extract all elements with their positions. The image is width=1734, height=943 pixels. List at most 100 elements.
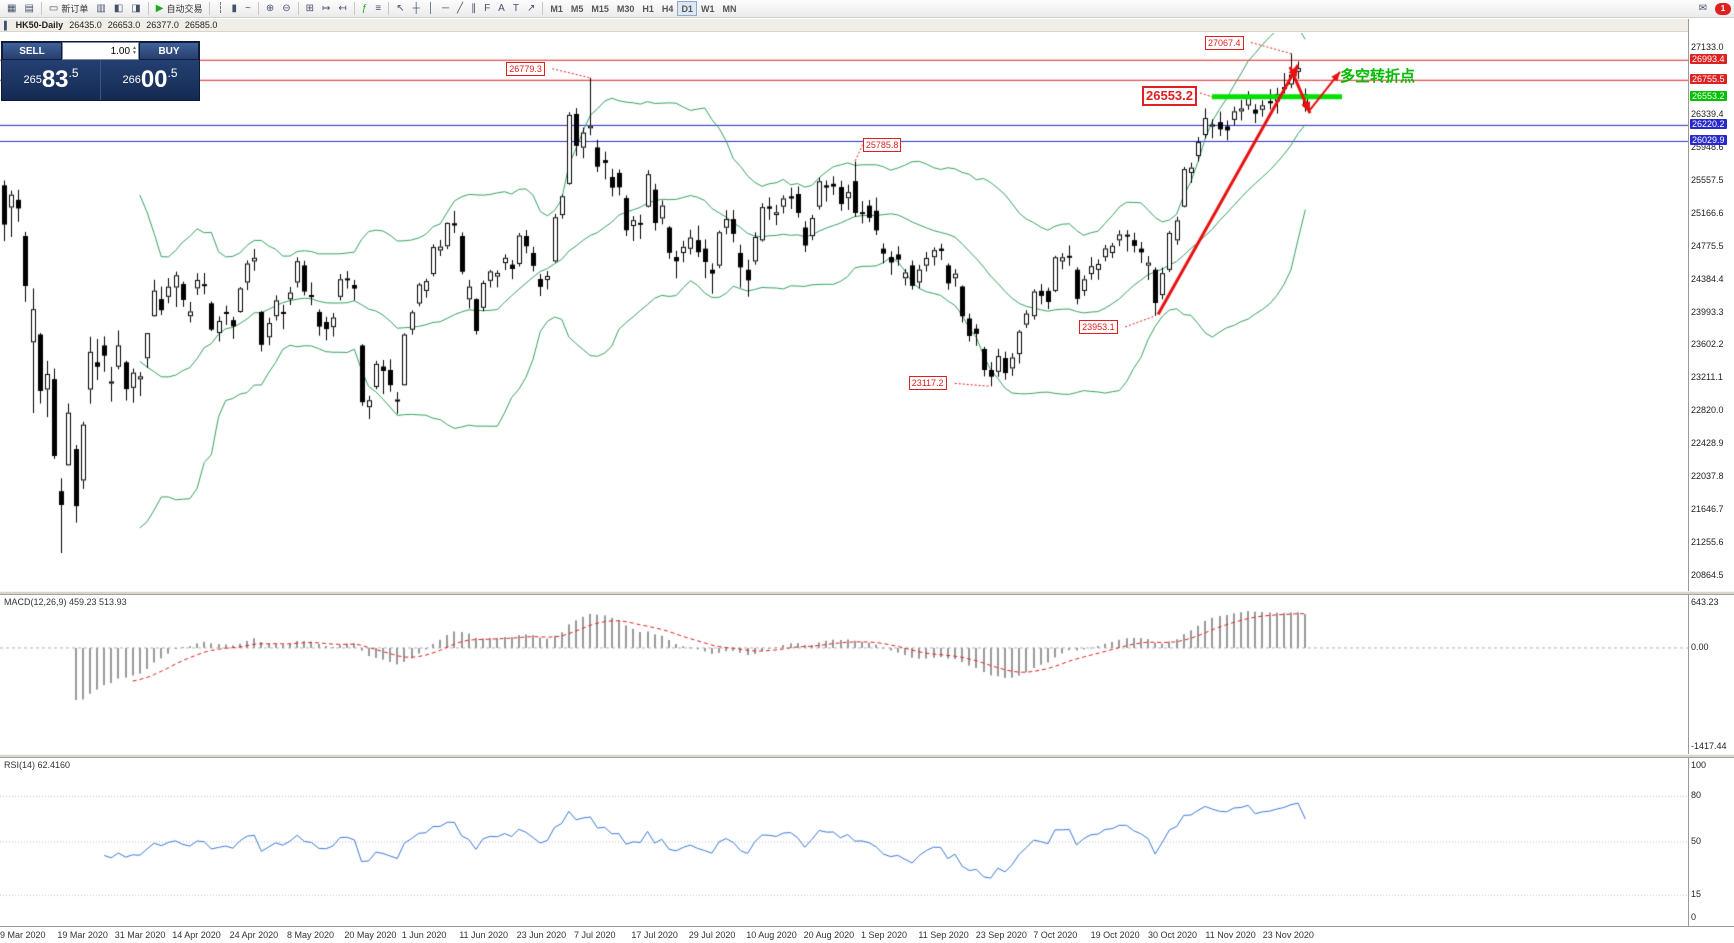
notifications-badge[interactable]: 1 [1715,2,1731,15]
text-label-button[interactable]: T [509,1,523,16]
timeframe-mn[interactable]: MN [718,1,740,16]
channel-button[interactable]: ∥ [467,1,480,16]
price-line-label: 26755.5 [1690,73,1727,84]
sell-price[interactable]: 265 83 .5 [2,60,100,100]
terminal-button-icon: ◨ [131,3,141,14]
tile-windows-button-icon: ⊞ [305,3,315,14]
alerts-button-icon: ✉ [1698,3,1707,14]
auto-trading-button[interactable]: ▶ 自动交易 [152,1,207,16]
macd-panel[interactable]: MACD(12,26,9) 459.23 513.93 [0,595,1688,754]
price-chart-canvas[interactable] [0,33,1688,591]
chart-icon: ▌ [4,20,10,30]
horizontal-line-button-icon: ─ [441,3,450,14]
timeframe-w1[interactable]: W1 [697,1,719,16]
price-line-label: 26029.9 [1690,134,1727,145]
timeframe-m15[interactable]: M15 [587,1,613,16]
lot-decrease-button[interactable]: ▼ [132,50,137,56]
timeframe-m30[interactable]: M30 [613,1,639,16]
macd-axis-value: 0.00 [1691,641,1709,652]
auto-scroll-button[interactable]: ↦ [318,1,334,16]
rsi-canvas[interactable] [0,758,1688,926]
zoom-in-button[interactable]: ⊕ [262,1,278,16]
indicators-button-icon: ƒ [361,3,368,14]
price-tick: 21255.6 [1691,537,1724,548]
auto-trading-button-icon: ▶ [155,3,164,14]
horizontal-line-button[interactable]: ─ [438,1,453,16]
timeframe-m30-label: M30 [616,3,635,14]
price-tick: 23211.1 [1691,372,1723,383]
time-axis-label: 11 Sep 2020 [918,930,969,940]
buy-price[interactable]: 266 00 .5 [100,60,199,100]
buy-price-big: 00 [140,66,168,93]
new-order-button[interactable]: ▭ 新订单 [45,1,92,16]
timeframe-h1[interactable]: H1 [638,1,658,16]
text-button-icon: A [498,3,505,14]
time-axis-label: 11 Nov 2020 [1205,930,1256,940]
candlestick-chart-button-icon: ▮ [231,3,237,14]
rsi-axis-value: 80 [1691,790,1702,801]
rsi-panel[interactable]: RSI(14) 62.4160 [0,758,1688,926]
arrow-tool-button[interactable]: ↗ [523,1,539,16]
text-button[interactable]: A [494,1,509,16]
cursor-button[interactable]: ↖ [392,1,408,16]
time-axis-label: 7 Oct 2020 [1033,930,1078,940]
price-tick: 22428.9 [1691,438,1724,449]
indicators-button[interactable]: ƒ [358,1,372,16]
chart-shift-button-icon: ↤ [338,3,347,14]
candlestick-chart-button[interactable]: ▮ [227,1,241,16]
zoom-out-button[interactable]: ⊖ [278,1,294,16]
crosshair-button[interactable]: ┼ [409,1,424,16]
fibonacci-button-icon: F [484,3,491,14]
new-chart-button[interactable]: ▦ [3,1,20,16]
fibonacci-button[interactable]: F [480,1,494,16]
macd-canvas[interactable] [0,595,1688,754]
zoom-out-button-icon: ⊖ [282,3,291,14]
time-axis-label: 8 May 2020 [287,930,335,940]
text-label-button-icon: T [512,3,519,14]
toolbar-separator [147,2,149,15]
terminal-button[interactable]: ◨ [127,1,144,16]
alerts-button[interactable]: ✉ [1695,1,1711,16]
buy-price-suffix: .5 [167,66,178,80]
timeframe-m1[interactable]: M1 [546,1,567,16]
time-axis-label: 11 Jun 2020 [459,930,509,940]
market-watch-button[interactable]: ▥ [92,1,109,16]
objects-list-button[interactable]: ≡ [371,1,385,16]
new-chart-button-icon: ▦ [7,3,17,14]
time-axis: 9 Mar 2020 19 Mar 2020 31 Mar 2020 14 Apr 2… [0,926,1734,943]
trendline-button[interactable]: ╱ [453,1,467,16]
annotation-text[interactable]: 多空转折点 [1340,68,1416,86]
chart-close-value: 26585.0 [184,20,218,30]
chart-shift-button[interactable]: ↤ [334,1,350,16]
navigator-button[interactable]: ◧ [110,1,127,16]
time-axis-label: 7 Jul 2020 [574,930,616,940]
timeframe-h4[interactable]: H4 [658,1,678,16]
line-chart-button[interactable]: ~ [241,1,255,16]
timeframe-h1-label: H1 [642,3,654,14]
lot-increase-button[interactable]: ▲ [132,45,137,51]
price-tick: 25557.5 [1691,174,1724,185]
channel-button-icon: ∥ [471,3,477,14]
crosshair-button-icon: ┼ [412,3,420,14]
bar-chart-button[interactable]: ┆ [213,1,227,16]
timeframe-m1-label: M1 [550,3,563,14]
arrow-tool-button-icon: ↗ [526,3,536,14]
sell-button[interactable]: SELL [2,42,62,60]
toolbar-separator [297,2,299,15]
time-axis-label: 30 Oct 2020 [1148,930,1198,940]
rsi-axis-value: 15 [1691,889,1702,900]
time-axis-label: 9 Mar 2020 [0,930,46,940]
price-axis: 27133.0 25948.6 25557.5 25166.6 24775.5 24384… [1688,19,1734,926]
lot-size-field[interactable]: 1.00 ▲ ▼ [62,42,139,60]
profiles-button[interactable]: ▤ [20,1,37,16]
price-tick: 22820.0 [1691,405,1724,416]
tile-windows-button[interactable]: ⊞ [302,1,318,16]
timeframe-m5[interactable]: M5 [567,1,588,16]
panel-divider[interactable] [0,591,1734,595]
vertical-line-button[interactable]: │ [424,1,438,16]
panel-divider[interactable] [0,754,1734,758]
buy-button[interactable]: BUY [139,42,199,60]
main-chart-area[interactable]: 27067.4 26779.3 26553.2 25785.8 23953.1 23117… [0,33,1688,591]
timeframe-d1[interactable]: D1 [677,1,697,16]
